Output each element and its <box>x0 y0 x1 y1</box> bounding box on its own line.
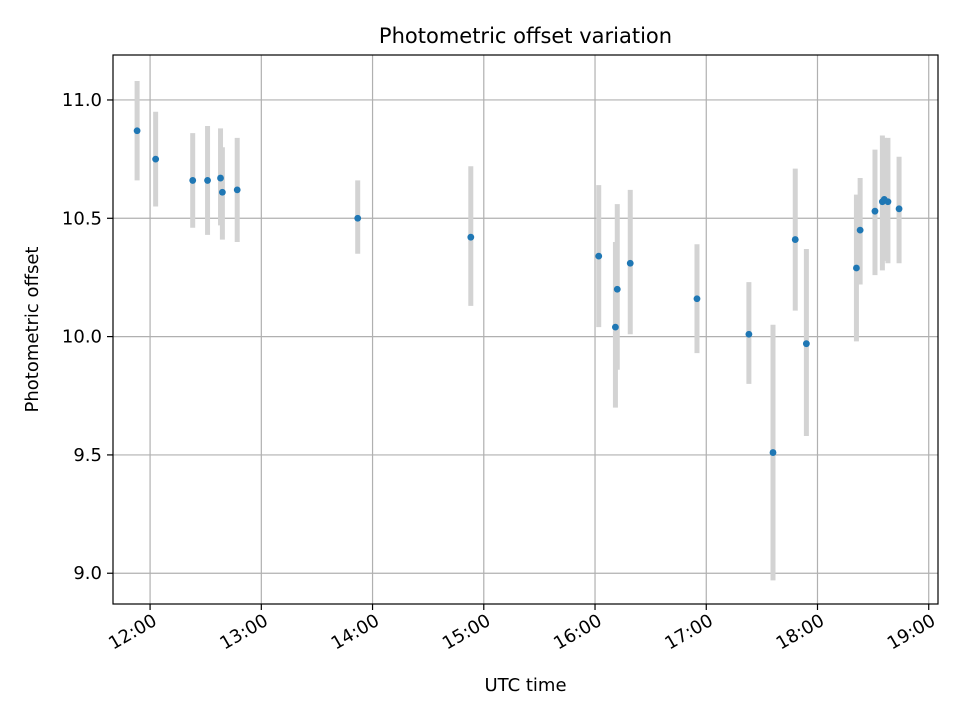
data-point <box>693 295 701 303</box>
x-axis-label: UTC time <box>484 675 566 696</box>
data-point <box>895 205 903 213</box>
data-point <box>871 207 879 215</box>
data-points <box>133 127 903 456</box>
error-bars <box>134 81 902 581</box>
x-tick-label: 17:00 <box>661 610 716 654</box>
x-tick-label: 15:00 <box>439 610 494 654</box>
data-point <box>802 340 810 348</box>
data-point <box>791 236 799 243</box>
data-point <box>626 259 634 267</box>
y-axis-ticks: 9.0 9.5 10.0 10.5 11.0 <box>62 90 113 584</box>
data-point <box>613 285 621 293</box>
data-point <box>354 214 362 222</box>
y-axis-label: Photometric offset <box>22 247 43 413</box>
data-point <box>152 155 160 163</box>
data-point <box>612 323 619 331</box>
data-point <box>133 127 141 135</box>
data-point <box>189 177 197 184</box>
data-point <box>745 330 753 338</box>
x-tick-label: 16:00 <box>550 610 605 654</box>
x-tick-label: 13:00 <box>216 610 271 654</box>
plot-frame <box>112 54 939 605</box>
data-point <box>218 188 226 196</box>
x-axis-ticks: 12:00 13:00 14:00 15:00 16:00 17:00 18:00 19:00 <box>105 604 939 654</box>
y-tick-label: 9.5 <box>73 445 102 466</box>
data-point <box>769 449 777 456</box>
y-tick-label: 10.0 <box>62 327 102 348</box>
x-tick-label: 18:00 <box>773 610 828 654</box>
x-tick-label: 12:00 <box>105 610 160 654</box>
data-point <box>204 177 211 184</box>
y-tick-label: 10.5 <box>62 208 102 229</box>
data-point <box>217 174 224 182</box>
x-tick-label: 14:00 <box>328 610 383 654</box>
data-point <box>467 233 475 241</box>
chart-title: Photometric offset variation <box>379 24 672 48</box>
y-tick-label: 11.0 <box>62 90 102 111</box>
data-point <box>853 264 860 272</box>
data-point <box>233 186 241 194</box>
grid <box>113 55 938 604</box>
x-tick-label: 19:00 <box>884 610 939 654</box>
y-tick-label: 9.0 <box>73 563 102 584</box>
data-point <box>595 252 603 260</box>
data-point <box>856 226 864 234</box>
data-point <box>884 198 892 206</box>
